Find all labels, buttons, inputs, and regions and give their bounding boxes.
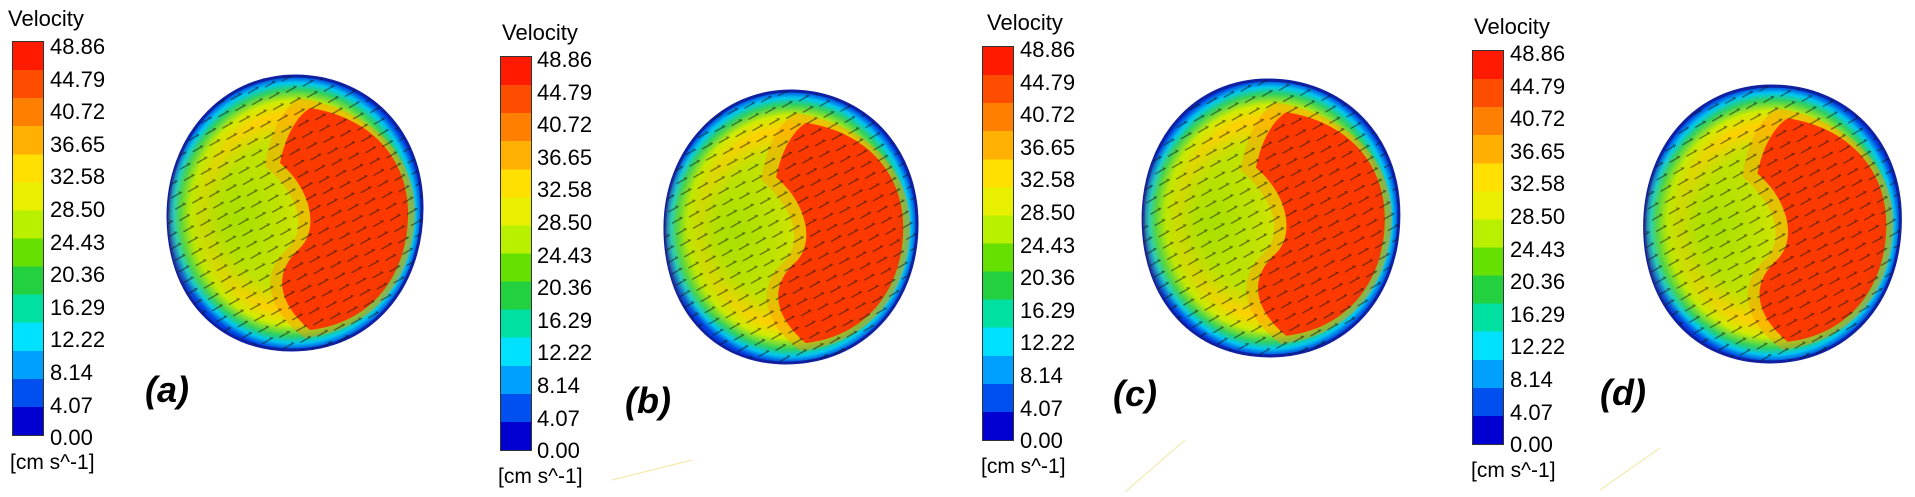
colorbar-tick-label: 24.43	[537, 242, 593, 268]
panel-label: (a)	[145, 369, 189, 410]
colorbar-tick-label: 12.22	[1510, 334, 1566, 360]
velocity-contour-disc	[1141, 78, 1401, 358]
panel-a: Velocity [cm s^-1] (a) 48.86 44.79 40.72 36…	[0, 0, 478, 497]
colorbar-tick-label: 36.65	[537, 144, 593, 170]
colorbar-tick-label: 0.00	[1020, 428, 1063, 454]
colorbar-tick-label: 28.50	[537, 210, 593, 235]
panel-d: Velocity [cm s^-1] (d) 48.86 44.79 40.72 36…	[1460, 0, 1915, 497]
colorbar-tick-label: 36.65	[50, 131, 106, 157]
colorbar-tick-label: 44.79	[50, 66, 106, 92]
colorbar-tick-label: 16.29	[537, 307, 593, 333]
colorbar-tick-label: 16.29	[1020, 297, 1076, 323]
legend-title: Velocity	[8, 6, 84, 31]
colorbar-tick-label: 28.50	[1020, 200, 1076, 225]
colorbar-tick-label: 8.14	[1020, 363, 1063, 388]
colorbar-tick-label: 24.43	[50, 229, 106, 255]
colorbar-tick-label: 12.22	[50, 327, 106, 353]
panel-label: (c)	[1113, 373, 1157, 414]
legend-title: Velocity	[502, 20, 578, 45]
colorbar-tick-label: 48.86	[1510, 41, 1566, 66]
colorbar-tick-label: 32.58	[1510, 171, 1566, 197]
panel-b: Velocity [cm s^-1] (b) 48.86 44.79 40.72 36…	[487, 0, 965, 497]
velocity-colorbar	[12, 41, 44, 436]
colorbar-tick-label: 4.07	[50, 392, 93, 418]
colorbar-tick-label: 28.50	[1510, 204, 1566, 229]
colorbar-tick-label: 8.14	[537, 373, 580, 398]
colorbar-tick-label: 48.86	[1020, 37, 1076, 62]
colorbar-tick-label: 8.14	[1510, 367, 1553, 392]
colorbar-tick-label: 12.22	[537, 340, 593, 366]
colorbar-tick-label: 4.07	[537, 405, 580, 431]
panel-label: (d)	[1600, 372, 1646, 413]
colorbar-tick-label: 32.58	[1020, 167, 1076, 193]
colorbar-tick-label: 20.36	[537, 275, 593, 301]
panel-label: (b)	[625, 380, 671, 421]
colorbar-tick-label: 24.43	[1020, 232, 1076, 258]
colorbar-tick-label: 48.86	[50, 34, 106, 59]
colorbar-tick-label: 16.29	[1510, 301, 1566, 327]
legend-title: Velocity	[987, 10, 1063, 35]
colorbar-tick-label: 40.72	[1020, 102, 1076, 128]
colorbar-tick-label: 16.29	[50, 294, 106, 320]
colorbar-tick-label: 20.36	[1510, 269, 1566, 295]
colorbar-tick-label: 8.14	[50, 360, 93, 385]
panel-c: Velocity [cm s^-1] (c) 48.86 44.79 40.72 36…	[975, 0, 1453, 497]
colorbar-tick-label: 12.22	[1020, 330, 1076, 356]
colorbar-tick-label: 4.07	[1020, 395, 1063, 421]
colorbar-tick-label: 44.79	[537, 79, 593, 105]
colorbar-tick-label: 0.00	[1510, 432, 1553, 458]
legend-unit: [cm s^-1]	[498, 465, 583, 488]
legend-title: Velocity	[1474, 14, 1550, 39]
legend-unit: [cm s^-1]	[10, 451, 95, 474]
colorbar-tick-label: 4.07	[1510, 399, 1553, 425]
legend-unit: [cm s^-1]	[1471, 459, 1556, 482]
velocity-colorbar	[982, 46, 1014, 441]
colorbar-tick-label: 40.72	[1510, 106, 1566, 132]
colorbar-tick-label: 48.86	[537, 47, 593, 72]
colorbar-tick-label: 40.72	[50, 99, 106, 125]
colorbar-tick-label: 44.79	[1510, 73, 1566, 99]
colorbar-tick-label: 32.58	[50, 164, 106, 190]
colorbar-tick-label: 20.36	[1020, 265, 1076, 291]
colorbar-tick-label: 32.58	[537, 177, 593, 203]
guide-line	[1600, 447, 1660, 491]
colorbar-tick-label: 20.36	[50, 262, 106, 288]
guide-line	[1125, 439, 1185, 493]
legend-unit: [cm s^-1]	[981, 455, 1066, 478]
colorbar-tick-label: 40.72	[537, 112, 593, 138]
velocity-colorbar	[500, 56, 532, 451]
colorbar-tick-label: 36.65	[1510, 138, 1566, 164]
guide-line	[612, 459, 692, 481]
colorbar-tick-label: 44.79	[1020, 69, 1076, 95]
velocity-contour-disc	[166, 74, 424, 352]
colorbar-tick-label: 36.65	[1020, 134, 1076, 160]
colorbar-tick-label: 24.43	[1510, 236, 1566, 262]
velocity-contour-disc	[1643, 84, 1902, 364]
colorbar-tick-label: 0.00	[537, 438, 580, 464]
velocity-contour-disc	[663, 89, 919, 365]
colorbar-tick-label: 28.50	[50, 197, 106, 222]
colorbar-tick-label: 0.00	[50, 425, 93, 451]
velocity-colorbar	[1472, 50, 1504, 445]
